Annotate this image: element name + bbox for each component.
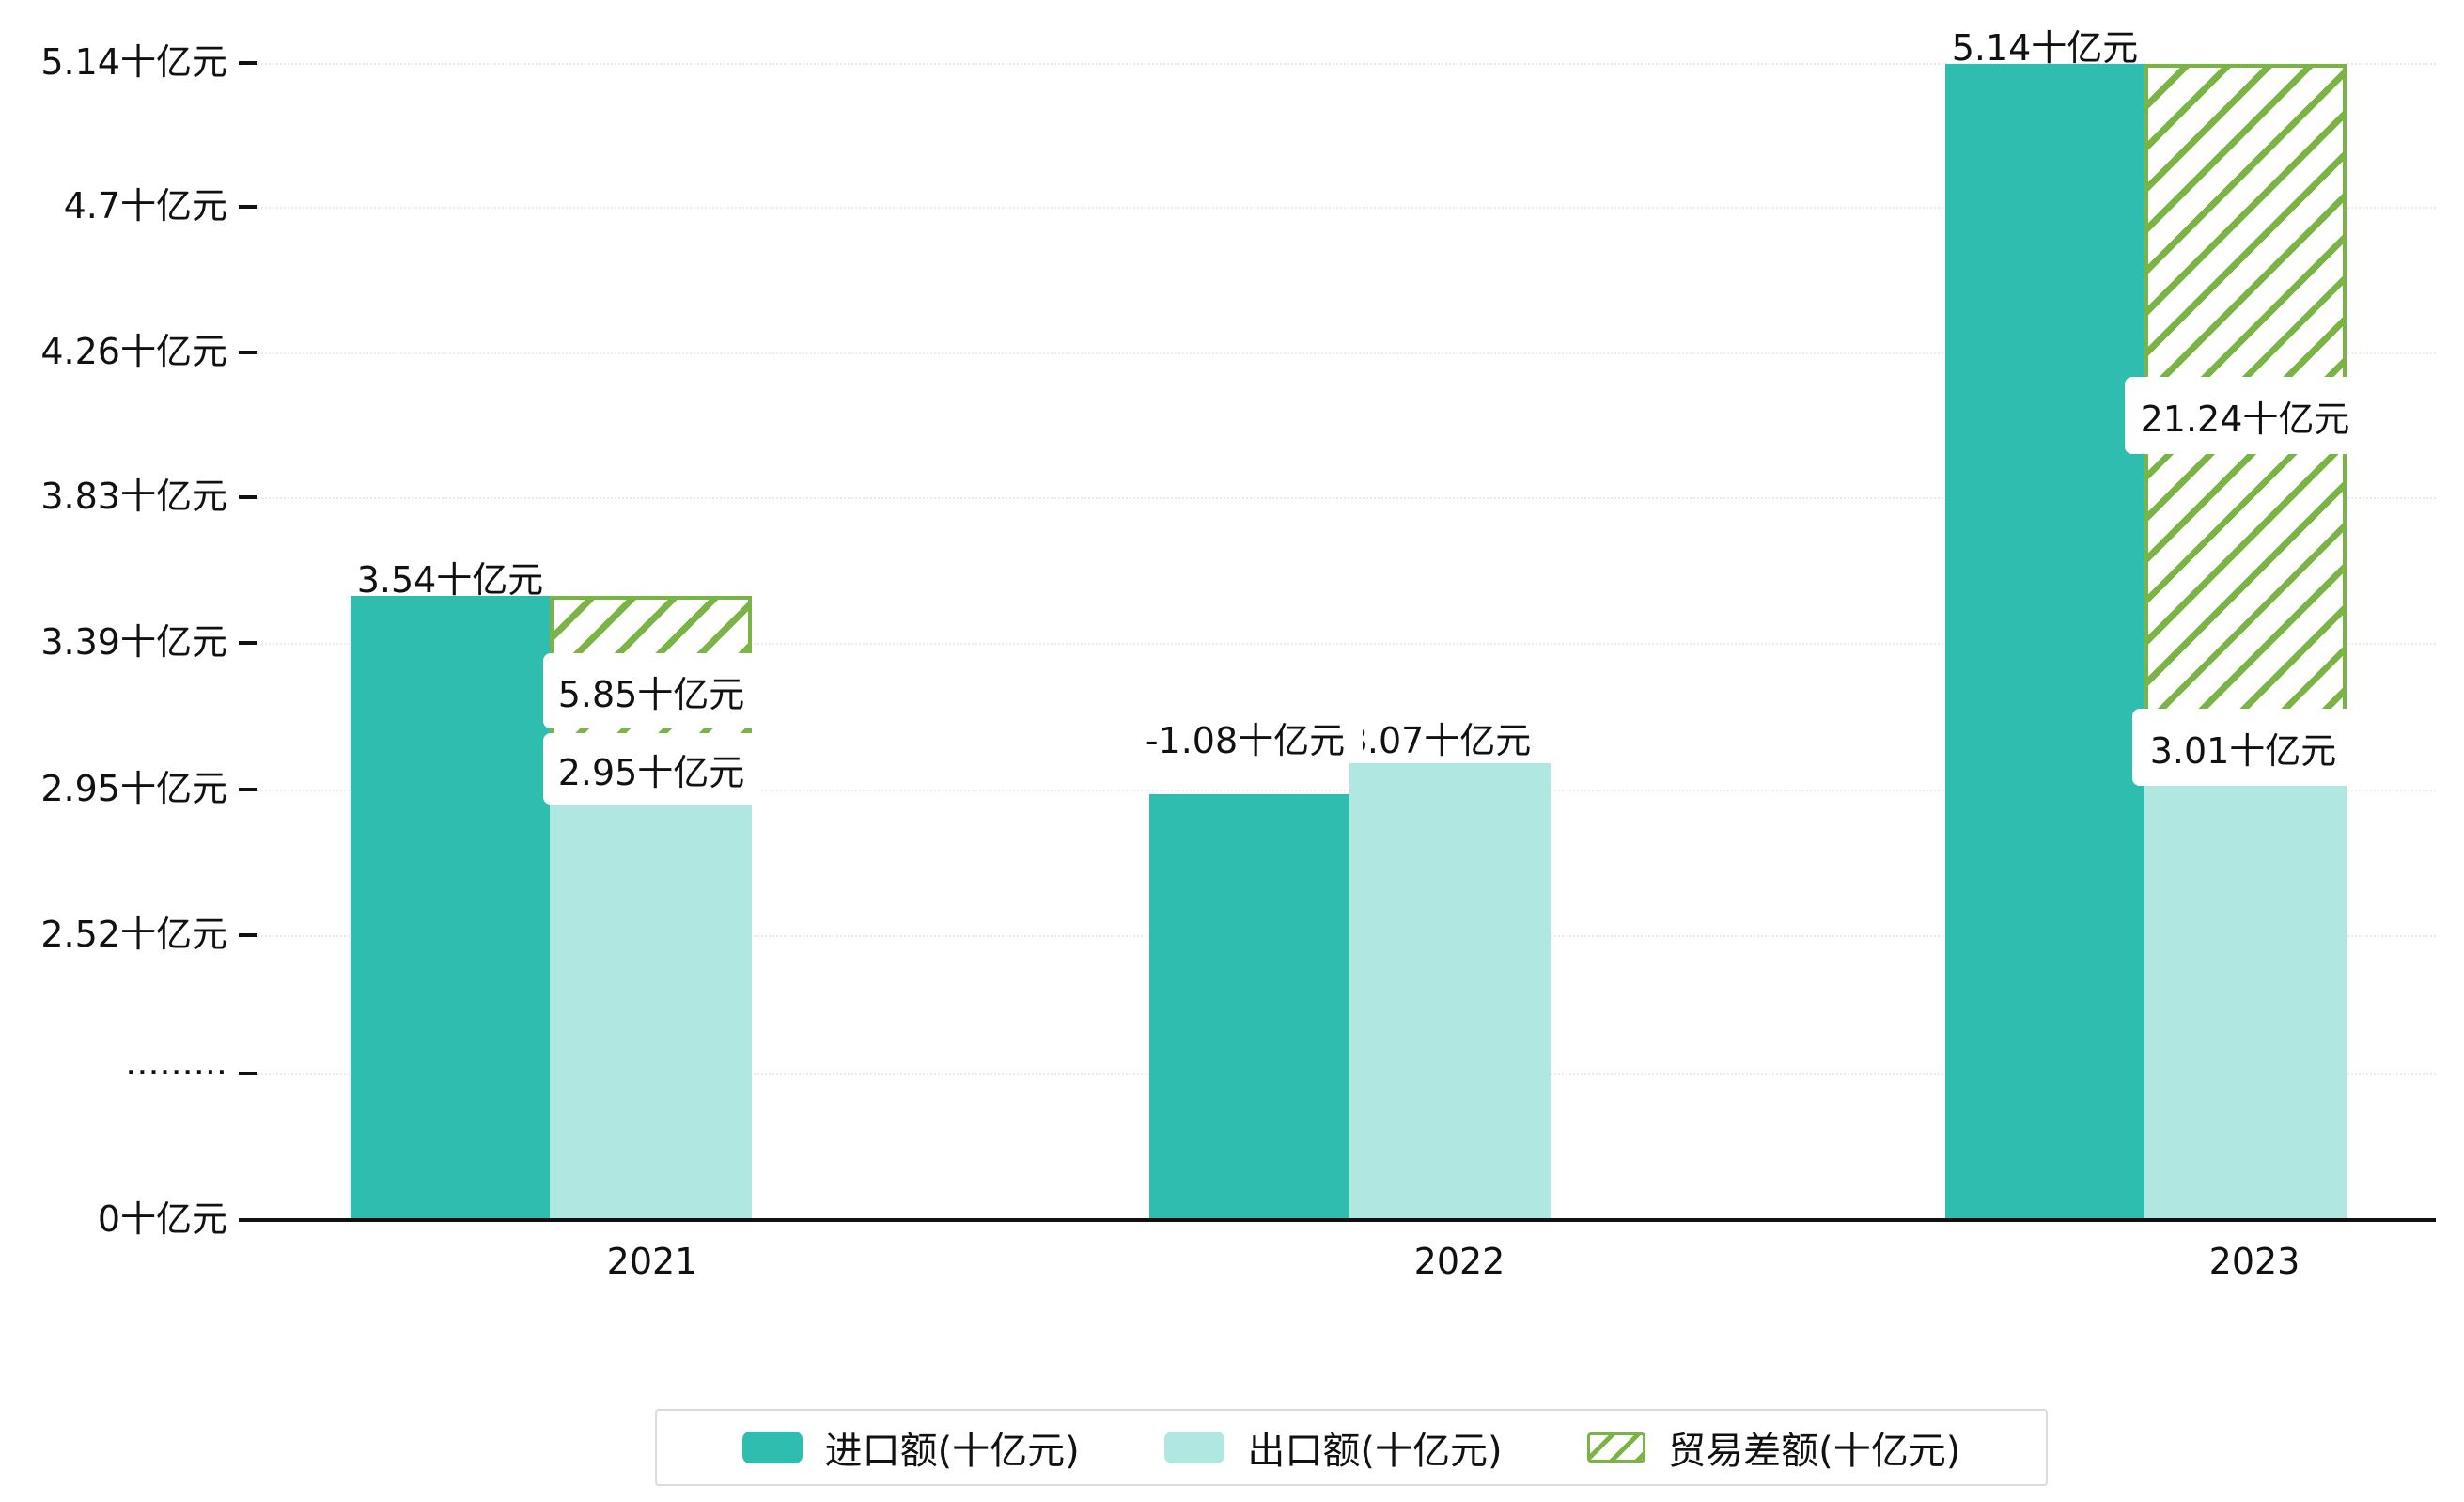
y-axis-label: 3.83十亿元 xyxy=(40,476,227,518)
legend-swatch-trade-balance-icon xyxy=(1587,1432,1646,1463)
legend-label-export: 出口额(十亿元) xyxy=(1247,1430,1503,1473)
x-axis-label-2022: 2022 xyxy=(1413,1241,1505,1282)
bar-import-2021[interactable] xyxy=(351,596,550,1218)
y-axis-label: 5.14十亿元 xyxy=(40,41,227,84)
legend: 进口额(十亿元) 出口额(十亿元) 贸易差额(十亿元) xyxy=(655,1409,2048,1486)
bar-export-2021[interactable] xyxy=(550,791,752,1218)
x-axis-line xyxy=(257,1218,2436,1222)
y-axis-tick xyxy=(239,933,257,937)
legend-swatch-import-icon xyxy=(741,1432,803,1463)
data-label-export-2021: 2.95十亿元 xyxy=(543,733,759,805)
data-label-trade-balance-2021: 5.85十亿元 xyxy=(543,653,759,728)
gridline xyxy=(257,497,2436,499)
y-axis-label: 0十亿元 xyxy=(97,1198,227,1241)
x-axis-label-2021: 2021 xyxy=(606,1241,698,1282)
y-axis-tick xyxy=(239,205,257,209)
gridline xyxy=(257,63,2436,65)
gridline xyxy=(257,207,2436,209)
y-axis-label: 4.26十亿元 xyxy=(40,331,227,373)
bar-import-2022[interactable] xyxy=(1149,794,1349,1218)
y-axis-break-label: ········· xyxy=(125,1052,227,1094)
bar-export-2022[interactable] xyxy=(1349,757,1551,1218)
y-axis-tick xyxy=(239,61,257,65)
legend-swatch-export-icon xyxy=(1164,1432,1225,1463)
y-axis-label: 2.52十亿元 xyxy=(40,914,227,956)
y-axis-tick xyxy=(239,351,257,354)
bar-export-2023[interactable] xyxy=(2144,772,2347,1218)
y-axis-label: 3.39十亿元 xyxy=(40,621,227,664)
y-axis-tick xyxy=(239,1072,257,1075)
legend-item-trade-balance[interactable]: 贸易差额(十亿元) xyxy=(1587,1420,1960,1475)
data-label-trade-balance-2023: 21.24十亿元 xyxy=(2125,377,2365,454)
y-axis-label: 4.7十亿元 xyxy=(63,185,227,227)
data-label-export-2023: 3.01十亿元 xyxy=(2132,709,2354,786)
data-label-trade-balance-2022: -1.08十亿元 xyxy=(1128,712,1363,761)
y-axis-tick xyxy=(239,495,257,499)
data-label-import-2023: 5.14十亿元 xyxy=(1951,27,2139,69)
y-axis-label: 2.95十亿元 xyxy=(40,768,227,810)
y-axis-tick xyxy=(239,1218,257,1222)
gridline xyxy=(257,352,2436,354)
data-label-import-2021: 3.54十亿元 xyxy=(356,559,544,601)
y-axis-tick xyxy=(239,788,257,791)
x-axis-label-2023: 2023 xyxy=(2208,1241,2300,1282)
bar-import-2023[interactable] xyxy=(1945,64,2144,1218)
legend-label-import: 进口额(十亿元) xyxy=(824,1430,1080,1473)
legend-label-trade-balance: 贸易差额(十亿元) xyxy=(1668,1430,1961,1473)
legend-item-import[interactable]: 进口额(十亿元) xyxy=(741,1420,1080,1475)
legend-item-export[interactable]: 出口额(十亿元) xyxy=(1164,1420,1503,1475)
gridline xyxy=(257,643,2436,645)
gridline xyxy=(257,790,2436,791)
y-axis-tick xyxy=(239,641,257,645)
